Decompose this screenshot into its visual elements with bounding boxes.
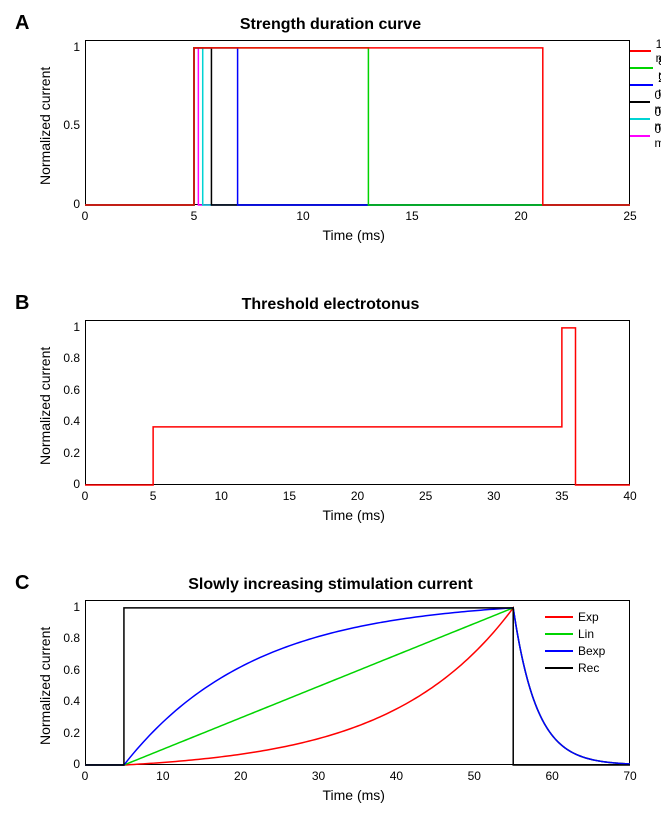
legend-swatch xyxy=(545,633,573,635)
legend-item: 16 ms xyxy=(630,42,661,59)
ytick: 0.8 xyxy=(50,351,80,365)
ytick: 0.5 xyxy=(50,118,80,132)
xtick: 5 xyxy=(179,209,209,223)
ytick: 1 xyxy=(50,40,80,54)
legend-swatch xyxy=(630,135,650,137)
ytick: 0.6 xyxy=(50,663,80,677)
xtick: 0 xyxy=(70,769,100,783)
ytick: 1 xyxy=(50,320,80,334)
legend-swatch xyxy=(630,101,650,103)
legend-swatch xyxy=(545,650,573,652)
series-line xyxy=(85,48,630,205)
series-line xyxy=(85,48,630,205)
ylabel-a: Normalized current xyxy=(37,66,53,184)
xtick: 15 xyxy=(397,209,427,223)
legend-label: Exp xyxy=(578,610,599,624)
plot-svg-b xyxy=(85,320,630,485)
panel-title-a: Strength duration curve xyxy=(10,16,651,34)
xtick: 0 xyxy=(70,209,100,223)
ytick: 0.2 xyxy=(50,446,80,460)
ytick: 0.6 xyxy=(50,383,80,397)
legend-label: Rec xyxy=(578,661,599,675)
panel-title-c: Slowly increasing stimulation current xyxy=(10,576,651,594)
xlabel-a: Time (ms) xyxy=(323,227,385,243)
legend-item: Bexp xyxy=(545,642,605,659)
legend-item: Lin xyxy=(545,625,605,642)
xtick: 20 xyxy=(343,489,373,503)
xlabel-c: Time (ms) xyxy=(323,787,385,803)
series-line xyxy=(85,48,630,205)
xtick: 25 xyxy=(411,489,441,503)
panel-title-b: Threshold electrotonus xyxy=(10,296,651,314)
legend-item: 0.2 ms xyxy=(630,127,661,144)
legend-swatch xyxy=(545,667,573,669)
xtick: 10 xyxy=(288,209,318,223)
legend-c: Exp Lin Bexp Rec xyxy=(545,608,605,676)
series-line xyxy=(85,48,630,205)
xtick: 10 xyxy=(206,489,236,503)
legend-label: 0.2 ms xyxy=(655,122,661,150)
ytick: 0.4 xyxy=(50,694,80,708)
legend-a: 16 ms8 ms2 ms0,8 ms0.4 ms0.2 ms xyxy=(630,42,661,144)
ytick: 0.4 xyxy=(50,414,80,428)
xtick: 0 xyxy=(70,489,100,503)
ylabel-c: Normalized current xyxy=(37,626,53,744)
series-line xyxy=(85,48,630,205)
xtick: 35 xyxy=(547,489,577,503)
xtick: 30 xyxy=(304,769,334,783)
legend-swatch xyxy=(630,84,653,86)
ylabel-b: Normalized current xyxy=(37,346,53,464)
ytick: 1 xyxy=(50,600,80,614)
xtick: 40 xyxy=(381,769,411,783)
series-line xyxy=(85,48,630,205)
xtick: 20 xyxy=(506,209,536,223)
legend-item: Exp xyxy=(545,608,605,625)
legend-swatch xyxy=(630,118,650,120)
xtick: 5 xyxy=(138,489,168,503)
xtick: 50 xyxy=(459,769,489,783)
legend-item: Rec xyxy=(545,659,605,676)
xtick: 40 xyxy=(615,489,645,503)
ytick: 0.2 xyxy=(50,726,80,740)
legend-swatch xyxy=(545,616,573,618)
xtick: 10 xyxy=(148,769,178,783)
ytick: 0.8 xyxy=(50,631,80,645)
xtick: 20 xyxy=(226,769,256,783)
plot-svg-a xyxy=(85,40,630,205)
xtick: 30 xyxy=(479,489,509,503)
xlabel-b: Time (ms) xyxy=(323,507,385,523)
xtick: 70 xyxy=(615,769,645,783)
xtick: 25 xyxy=(615,209,645,223)
legend-swatch xyxy=(630,67,653,69)
legend-label: Lin xyxy=(578,627,594,641)
series-line xyxy=(85,328,630,485)
legend-swatch xyxy=(630,50,651,52)
xtick: 60 xyxy=(537,769,567,783)
xtick: 15 xyxy=(274,489,304,503)
legend-label: Bexp xyxy=(578,644,605,658)
